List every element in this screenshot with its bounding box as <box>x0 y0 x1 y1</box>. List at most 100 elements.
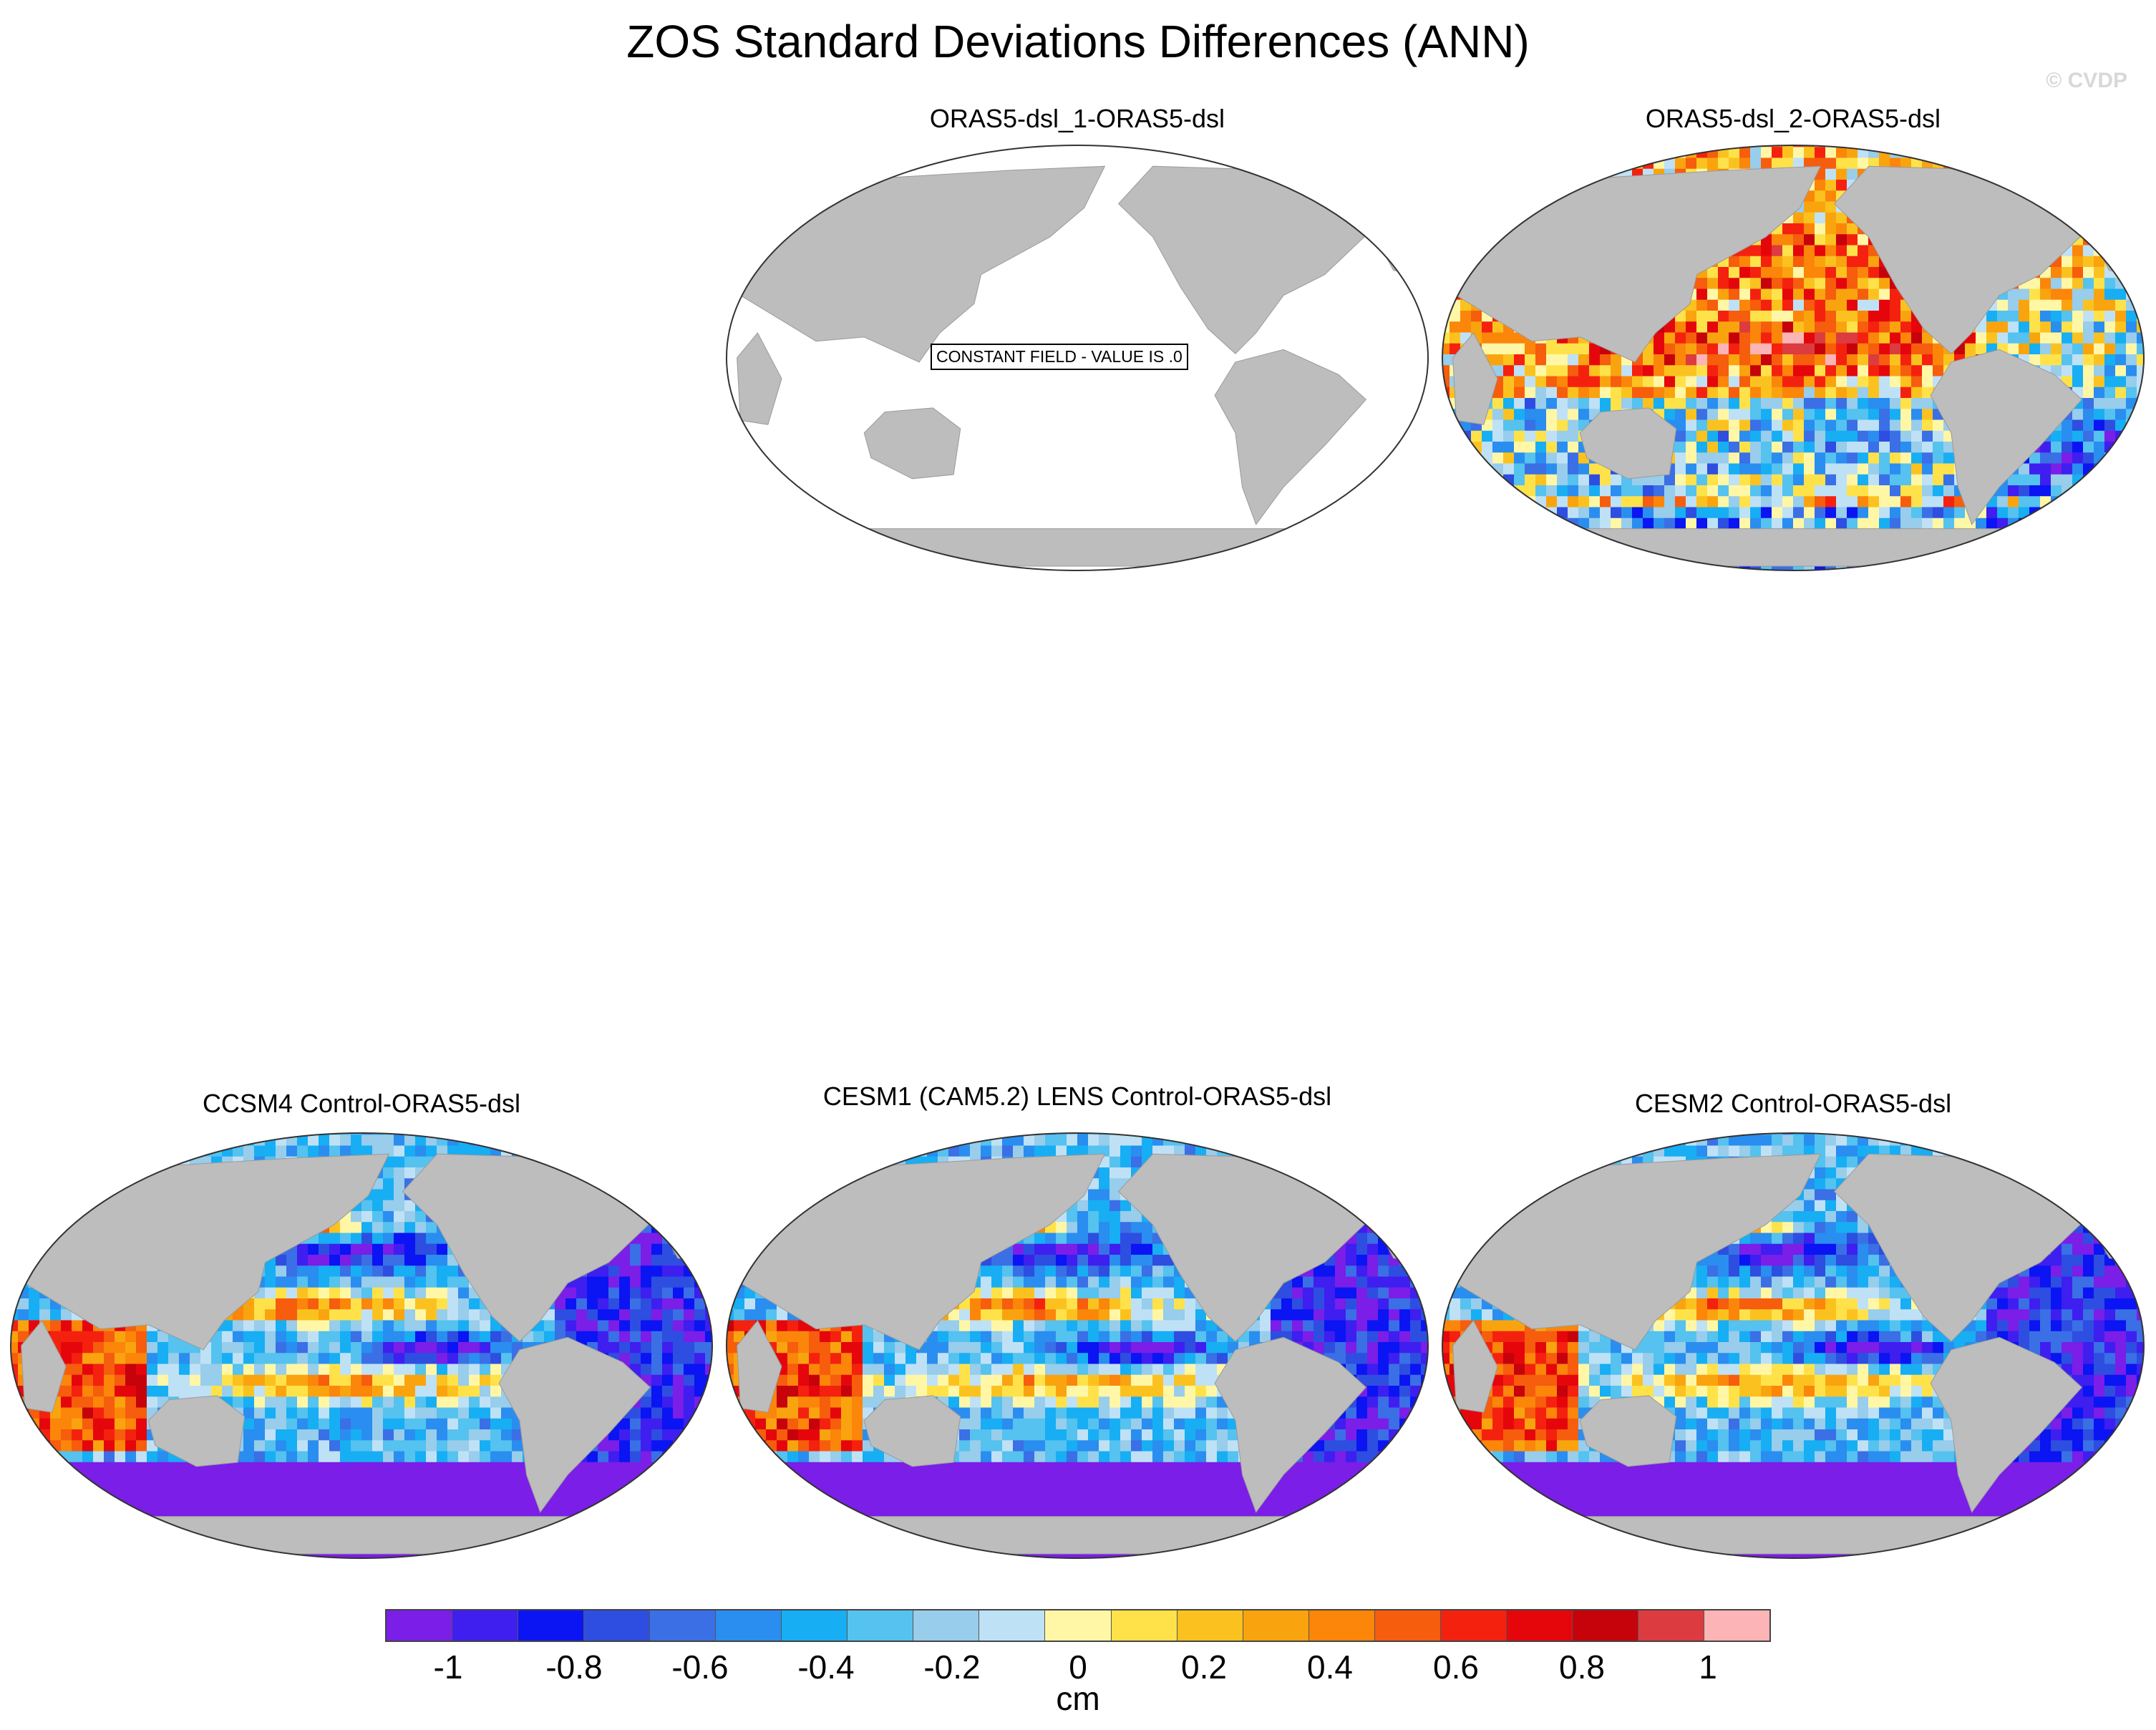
field-cell <box>233 1374 244 1386</box>
field-cell <box>426 1429 437 1441</box>
field-cell <box>222 1320 233 1332</box>
field-cell <box>125 1353 137 1365</box>
field-cell <box>1900 157 1912 170</box>
field-cell <box>1750 157 1762 170</box>
field-cell <box>1088 1276 1099 1288</box>
field-cell <box>608 1342 620 1354</box>
field-cell <box>458 1364 470 1376</box>
field-cell <box>39 1298 51 1310</box>
field-cell <box>297 1298 309 1310</box>
field-cell <box>619 1320 631 1332</box>
field-cell <box>11 1364 19 1376</box>
field-cell <box>1686 343 1697 355</box>
field-cell <box>157 1505 169 1517</box>
field-cell <box>1750 332 1762 344</box>
field-cell <box>265 1331 276 1343</box>
field-cell <box>179 1353 190 1365</box>
field-cell <box>1611 376 1622 388</box>
field-cell <box>1099 1276 1110 1288</box>
field-cell <box>630 1462 641 1474</box>
field-cell <box>673 1309 684 1321</box>
field-cell <box>1772 387 1783 399</box>
field-cell <box>1056 1222 1067 1234</box>
field-cell <box>329 1276 341 1288</box>
field-cell <box>157 1353 169 1365</box>
field-cell <box>1142 1145 1153 1157</box>
field-cell <box>1621 365 1633 377</box>
field-cell <box>351 1407 362 1419</box>
field-cell <box>404 1396 416 1409</box>
field-cell <box>1890 299 1901 311</box>
field-cell <box>254 1331 266 1343</box>
field-cell <box>1600 376 1611 388</box>
field-cell <box>351 1222 362 1234</box>
field-cell <box>1718 278 1729 290</box>
field-cell <box>694 1374 706 1386</box>
field-cell <box>1077 1222 1089 1234</box>
field-cell <box>1804 288 1815 301</box>
field-cell <box>480 1407 491 1419</box>
field-cell <box>415 1276 427 1288</box>
field-cell <box>1088 1233 1099 1245</box>
field-cell <box>1933 419 1944 432</box>
field-cell <box>329 1473 341 1484</box>
field-cell <box>1900 332 1912 344</box>
field-cell <box>276 1484 287 1496</box>
field-cell <box>372 1386 384 1397</box>
field-cell <box>1836 365 1847 377</box>
field-cell <box>276 1320 287 1332</box>
field-cell <box>608 1298 620 1310</box>
field-cell <box>1933 507 1944 519</box>
field-cell <box>651 1364 663 1376</box>
field-cell <box>72 1396 83 1409</box>
field-cell <box>1503 485 1515 497</box>
field-cell <box>1750 517 1762 530</box>
field-cell <box>1922 343 1933 355</box>
field-cell <box>125 1342 137 1354</box>
field-cell <box>490 1462 502 1474</box>
field-cell <box>458 1407 470 1419</box>
field-cell <box>1109 1189 1121 1201</box>
field-cell <box>2094 387 2105 399</box>
field-cell <box>1772 267 1783 278</box>
field-cell <box>351 1331 362 1343</box>
field-cell <box>1793 288 1805 301</box>
field-cell <box>340 1243 351 1255</box>
field-cell <box>2083 267 2094 278</box>
field-cell <box>319 1396 330 1409</box>
field-cell <box>1858 157 1869 170</box>
field-cell <box>319 1418 330 1430</box>
field-cell <box>2104 387 2116 399</box>
field-cell <box>276 1473 287 1484</box>
field-cell <box>1868 398 1880 409</box>
field-cell <box>2083 343 2094 355</box>
field-cell <box>1868 147 1880 159</box>
field-cell <box>1099 1265 1110 1278</box>
field-cell <box>361 1396 373 1409</box>
field-cell <box>2126 343 2137 355</box>
field-cell <box>2072 452 2084 465</box>
field-cell <box>651 1386 663 1397</box>
field-cell <box>501 1440 513 1452</box>
field-cell <box>104 1364 115 1376</box>
field-cell <box>1729 256 1740 268</box>
field-cell <box>1772 245 1783 257</box>
field-cell <box>351 1211 362 1223</box>
land-greenland <box>1317 157 1387 205</box>
field-cell <box>1847 223 1858 235</box>
field-cell <box>1793 398 1805 409</box>
field-cell <box>394 1396 405 1409</box>
field-cell <box>1804 517 1815 530</box>
field-cell <box>1858 311 1869 322</box>
field-cell <box>394 1233 405 1245</box>
field-cell <box>1804 278 1815 290</box>
field-cell <box>1568 354 1579 366</box>
field-cell <box>415 1440 427 1452</box>
field-cell <box>61 1386 72 1397</box>
field-cell <box>61 1429 72 1441</box>
field-cell <box>82 1374 94 1386</box>
field-cell <box>576 1495 588 1507</box>
field-cell <box>1804 311 1815 322</box>
field-cell <box>1578 387 1590 399</box>
field-cell <box>286 1145 298 1157</box>
